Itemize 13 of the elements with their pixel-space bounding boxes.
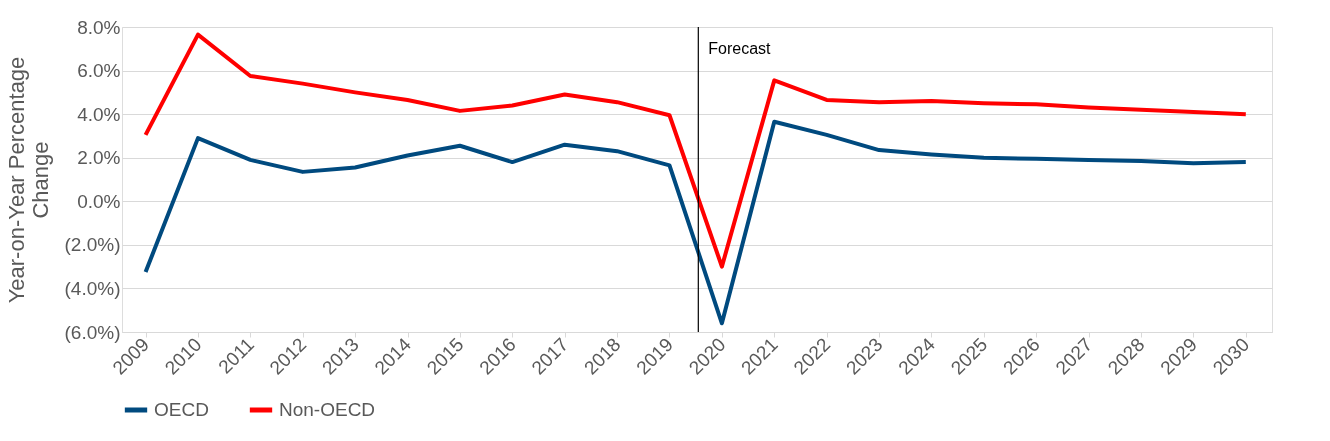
legend-label: Non-OECD (279, 399, 376, 420)
y-tick-label: 2.0% (77, 147, 121, 169)
y-tick-label: 6.0% (77, 60, 121, 82)
y-tick-label: (2.0%) (64, 234, 121, 256)
y-tick-label: 4.0% (77, 103, 121, 125)
legend-label: OECD (154, 399, 209, 420)
y-tick-label: (4.0%) (64, 277, 121, 299)
y-tick-label: 0.0% (77, 190, 121, 212)
y-axis-title: Year-on-Year Percentage Change (3, 56, 53, 304)
line-series (143, 119, 1248, 326)
ref-line-label: Forecast (708, 40, 772, 57)
line-series (143, 32, 1248, 269)
y-tick-label: 8.0% (77, 16, 121, 38)
